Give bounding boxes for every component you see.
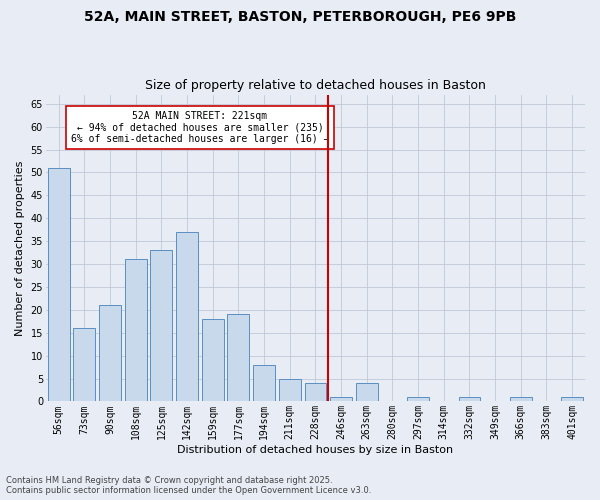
Bar: [227, 314, 250, 402]
Bar: [73, 328, 95, 402]
Bar: [561, 397, 583, 402]
Bar: [510, 397, 532, 402]
X-axis label: Distribution of detached houses by size in Baston: Distribution of detached houses by size …: [178, 445, 454, 455]
Y-axis label: Number of detached properties: Number of detached properties: [15, 160, 25, 336]
Bar: [356, 383, 377, 402]
Bar: [253, 365, 275, 402]
Bar: [305, 383, 326, 402]
Bar: [458, 397, 481, 402]
Text: 52A, MAIN STREET, BASTON, PETERBOROUGH, PE6 9PB: 52A, MAIN STREET, BASTON, PETERBOROUGH, …: [84, 10, 516, 24]
Bar: [330, 397, 352, 402]
Title: Size of property relative to detached houses in Baston: Size of property relative to detached ho…: [145, 79, 486, 92]
Bar: [151, 250, 172, 402]
Bar: [125, 260, 146, 402]
Bar: [202, 319, 224, 402]
Text: Contains HM Land Registry data © Crown copyright and database right 2025.
Contai: Contains HM Land Registry data © Crown c…: [6, 476, 371, 495]
Bar: [279, 378, 301, 402]
Bar: [176, 232, 198, 402]
Bar: [99, 305, 121, 402]
Text: 52A MAIN STREET: 221sqm
← 94% of detached houses are smaller (235)
6% of semi-de: 52A MAIN STREET: 221sqm ← 94% of detache…: [71, 110, 329, 144]
Bar: [407, 397, 429, 402]
Bar: [48, 168, 70, 402]
